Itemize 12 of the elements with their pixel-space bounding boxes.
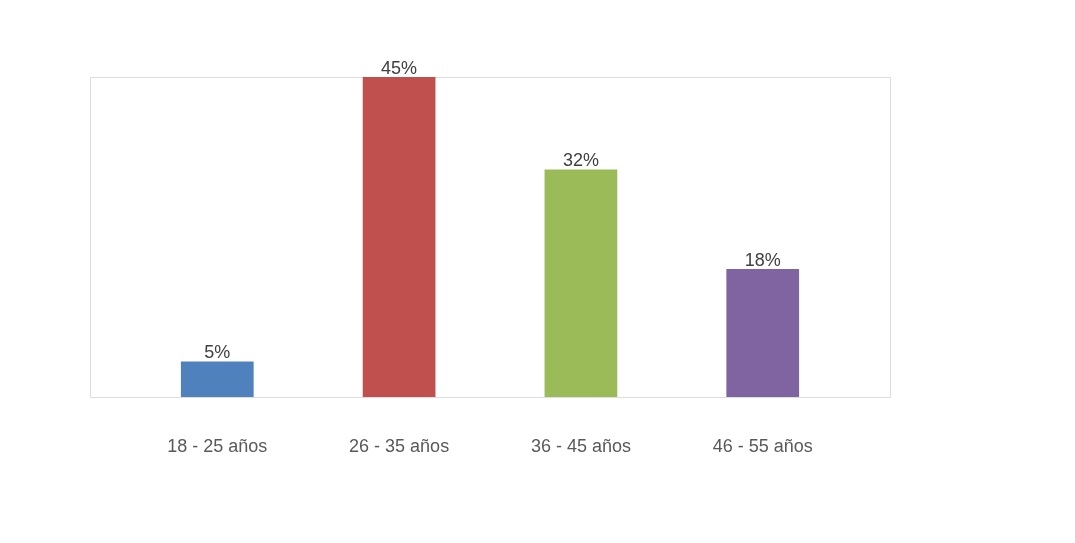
data-label: 32% — [562, 150, 599, 171]
bar — [180, 361, 254, 397]
data-label: 5% — [204, 342, 231, 363]
x-tick-label: 26 - 35 años — [349, 435, 450, 456]
x-tick-label: 18 - 25 años — [167, 435, 268, 456]
data-label: 45% — [381, 58, 418, 78]
bar — [726, 269, 800, 397]
bar — [362, 77, 436, 397]
data-label: 18% — [744, 250, 781, 270]
x-tick-label: 46 - 55 años — [712, 435, 813, 456]
bar — [544, 169, 618, 397]
x-tick-label: 36 - 45 años — [530, 435, 631, 456]
